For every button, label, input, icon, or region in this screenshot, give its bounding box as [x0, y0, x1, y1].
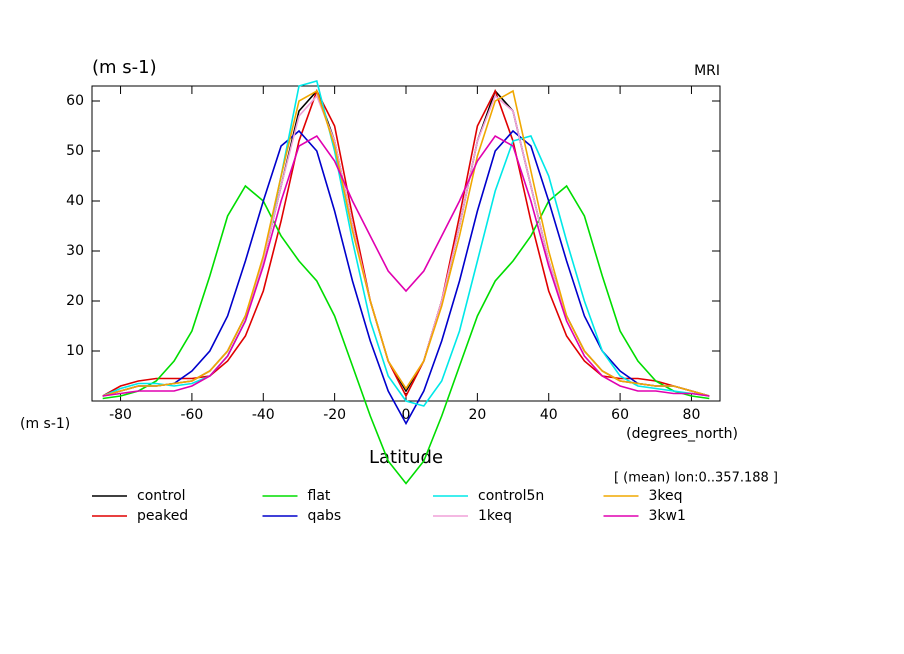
series-line [102, 129, 710, 426]
legend-label: control5n [478, 488, 544, 504]
series-line [102, 89, 710, 397]
y-tick-label: 20 [66, 293, 84, 309]
legend-label: peaked [137, 508, 188, 524]
x-tick-label: 40 [540, 407, 558, 423]
source-label: MRI [694, 63, 720, 79]
y-tick-label: 30 [66, 243, 84, 259]
series-line [102, 94, 710, 397]
x-unit-label: (degrees_north) [626, 426, 738, 442]
plot-frame [91, 85, 721, 402]
legend-label: control [137, 488, 186, 504]
x-tick-label: -80 [109, 407, 132, 423]
y-tick-label: 50 [66, 143, 84, 159]
series-line [102, 88, 710, 398]
legend-label: qabs [308, 508, 342, 524]
series-line [102, 184, 710, 485]
y-tick-label: 60 [66, 93, 84, 109]
x-tick-label: 80 [683, 407, 701, 423]
x-axis-title: Latitude [369, 447, 443, 468]
x-tick-label: -20 [323, 407, 346, 423]
annotation: [ (mean) lon:0..357.188 ] [614, 471, 778, 486]
x-tick-label: 60 [611, 407, 629, 423]
legend-label: flat [308, 488, 331, 504]
y-unit-label: (m s-1) [20, 416, 70, 432]
x-tick-label: -60 [180, 407, 203, 423]
y-tick-label: 40 [66, 193, 84, 209]
y-tick-label: 10 [66, 343, 84, 359]
x-tick-label: -40 [252, 407, 275, 423]
chart-title: (m s-1) [92, 57, 157, 78]
x-tick-label: 20 [468, 407, 486, 423]
series-line [102, 134, 710, 397]
series-line [102, 80, 710, 407]
series-line [102, 89, 710, 397]
legend-label: 3keq [649, 488, 683, 504]
legend-label: 1keq [478, 508, 512, 524]
legend-label: 3kw1 [649, 508, 686, 524]
x-tick-label: 0 [402, 407, 411, 423]
